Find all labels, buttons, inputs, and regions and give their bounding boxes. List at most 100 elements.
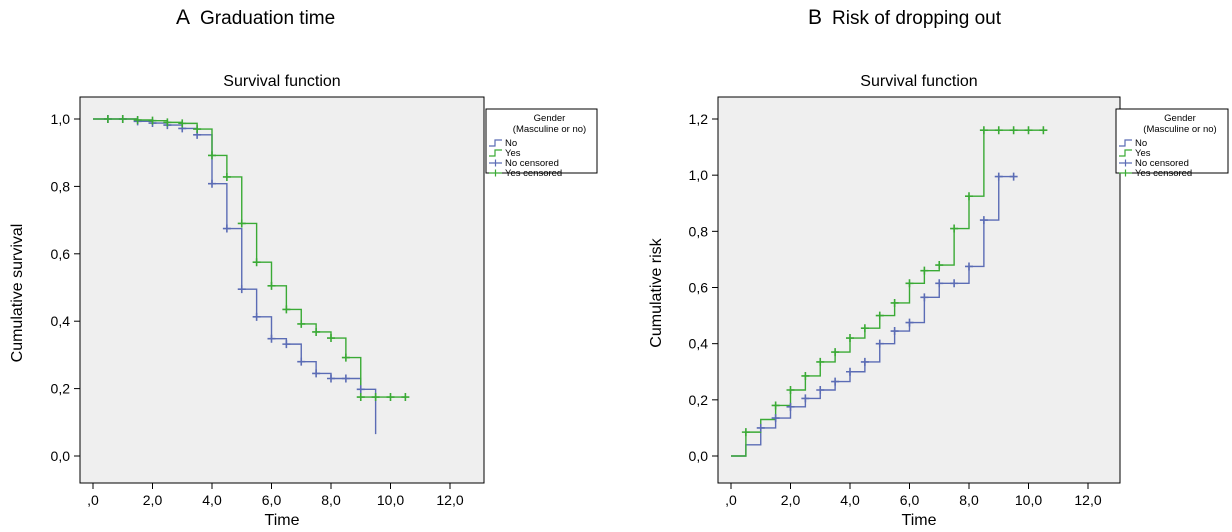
legend-swatch <box>489 149 502 157</box>
legend-swatch <box>1119 159 1132 167</box>
censor-mark-yes-censored <box>401 393 410 402</box>
legend-title: Gender <box>1164 113 1196 124</box>
censor-mark-yes-censored <box>920 266 929 275</box>
censor-mark-no-censored <box>756 423 765 432</box>
panel-a-title: A Graduation time <box>176 6 335 30</box>
censor-mark-no-censored <box>994 172 1003 181</box>
censor-mark-no-censored <box>890 327 899 336</box>
x-tick-label: ,0 <box>87 492 99 508</box>
censor-mark-yes-censored <box>252 258 261 267</box>
censor-mark-yes-censored <box>846 334 854 343</box>
censor-mark-yes-censored <box>148 116 157 125</box>
y-tick-label: 0,6 <box>689 280 709 296</box>
censor-mark-yes-censored <box>103 115 112 123</box>
legend-title: Gender <box>534 113 566 124</box>
y-tick-label: 1,2 <box>689 111 709 127</box>
censor-mark-yes-censored <box>267 281 276 290</box>
panel-b-title: B Risk of dropping out <box>808 6 1001 30</box>
legend-swatch <box>489 169 502 177</box>
censor-mark-no-censored <box>222 224 231 233</box>
censor-mark-no-censored <box>950 279 959 288</box>
censor-mark-no-censored <box>771 414 780 423</box>
x-tick-label: 12,0 <box>436 492 463 508</box>
legend-title: (Masculine or no) <box>513 124 586 135</box>
censor-mark-no-censored <box>341 374 350 383</box>
censor-mark-yes-censored <box>1039 126 1048 135</box>
censor-mark-no-censored <box>920 293 929 302</box>
legend-entry: No <box>1135 138 1147 149</box>
y-tick-label: 1,0 <box>51 111 71 127</box>
y-tick-label: 0,0 <box>51 448 71 464</box>
censor-mark-no-censored <box>831 377 840 386</box>
panel-b-heading: Risk of dropping out <box>832 8 1002 29</box>
legend-swatch <box>1119 139 1132 147</box>
censor-mark-yes-censored <box>831 348 840 357</box>
censor-mark-yes-censored <box>979 126 988 135</box>
censor-mark-yes-censored <box>860 324 869 333</box>
x-tick-label: 8,0 <box>959 492 979 508</box>
censor-mark-yes-censored <box>801 371 810 380</box>
censor-mark-no-censored <box>267 334 276 343</box>
censor-mark-yes-censored <box>282 305 291 314</box>
legend-entry: No censored <box>1135 158 1189 169</box>
censor-mark-no-censored <box>237 285 246 294</box>
y-axis-label: Cumulative survival <box>9 224 26 363</box>
legend-swatch <box>489 159 502 167</box>
censor-mark-no-censored <box>801 394 810 403</box>
x-tick-label: 6,0 <box>900 492 920 508</box>
plot-area <box>717 96 1121 484</box>
x-tick-label: 2,0 <box>781 492 801 508</box>
y-tick-label: 0,0 <box>689 448 709 464</box>
plot-area <box>79 96 485 484</box>
legend-entry: Yes <box>505 148 521 159</box>
legend-swatch <box>489 139 502 147</box>
x-tick-label: 10,0 <box>1015 492 1042 508</box>
chart-a: Survival function 0,0 0,2 0,4 0,6 0,8 1,0 ,0 2,0… <box>9 73 598 529</box>
y-tick-label: 0,4 <box>689 336 709 352</box>
censor-mark-yes-censored <box>312 327 321 336</box>
censor-mark-no-censored <box>297 357 306 366</box>
censor-mark-yes-censored <box>371 393 380 402</box>
legend-swatch <box>1119 149 1132 157</box>
x-tick-label: 4,0 <box>840 492 860 508</box>
x-tick-label: 12,0 <box>1074 492 1101 508</box>
legend-entry: No censored <box>505 158 559 169</box>
x-tick-label: 10,0 <box>377 492 404 508</box>
y-tick-label: 0,8 <box>51 178 71 194</box>
legend-entry: Yes <box>1135 148 1151 159</box>
censor-mark-yes-censored <box>950 224 959 233</box>
x-tick-label: 2,0 <box>143 492 163 508</box>
censor-mark-yes-censored <box>222 172 231 181</box>
censor-mark-yes-censored <box>341 353 350 362</box>
x-tick-label: ,0 <box>725 492 737 508</box>
censor-mark-yes-censored <box>816 357 825 366</box>
censor-mark-yes-censored <box>935 261 944 270</box>
y-tick-label: 0,2 <box>51 381 71 397</box>
censor-mark-yes-censored <box>786 386 795 395</box>
censor-mark-no-censored <box>935 279 944 288</box>
chart-b: Survival function 0,0 0,2 0,4 0,6 0,8 1,0 1,2 ,0… <box>648 73 1229 529</box>
censor-mark-no-censored <box>846 367 854 376</box>
censor-mark-yes-censored <box>237 219 246 228</box>
x-axis-label: Time <box>902 512 937 529</box>
legend-title: (Masculine or no) <box>1143 124 1216 135</box>
y-tick-label: 0,4 <box>51 313 71 329</box>
legend-box <box>1115 108 1229 174</box>
y-axis-label: Cumulative risk <box>648 237 665 347</box>
censor-mark-yes-censored <box>741 428 750 437</box>
x-axis-label: Time <box>265 512 300 529</box>
censor-mark-no-censored <box>875 339 884 348</box>
censor-mark-no-censored <box>965 262 973 271</box>
censor-mark-no-censored <box>1009 172 1018 181</box>
censor-mark-no-censored <box>905 318 914 327</box>
censor-mark-yes-censored <box>875 311 884 320</box>
censor-mark-yes-censored <box>193 125 202 134</box>
censor-mark-no-censored <box>327 374 335 383</box>
legend-box <box>485 108 598 174</box>
censor-mark-no-censored <box>816 386 825 395</box>
censor-mark-yes-censored <box>1024 126 1033 135</box>
censor-mark-yes-censored <box>905 279 914 288</box>
